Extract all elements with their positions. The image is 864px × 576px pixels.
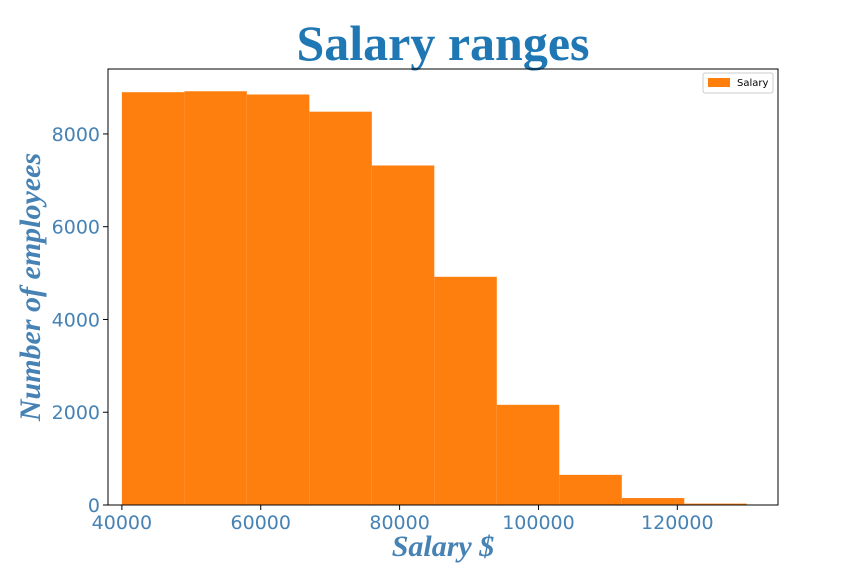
histogram-bar xyxy=(121,92,185,505)
x-tick-label: 80000 xyxy=(369,512,429,534)
histogram-bar xyxy=(371,165,435,505)
legend-swatch xyxy=(708,78,730,87)
y-axis-ticks: 0 2000 4000 6000 8000 xyxy=(52,124,108,517)
y-axis-label: Number of employees xyxy=(14,153,47,422)
x-tick-label: 120000 xyxy=(641,512,714,534)
bars-group xyxy=(121,91,747,506)
x-axis-label: Salary $ xyxy=(392,530,495,563)
y-tick-label: 8000 xyxy=(52,124,100,146)
legend: Salary xyxy=(702,72,774,94)
histogram-bar xyxy=(184,91,247,506)
histogram-bar xyxy=(434,276,497,505)
x-axis-ticks: 40000 60000 80000 100000 120000 xyxy=(92,505,714,534)
plot-frame xyxy=(107,68,779,506)
y-tick-label: 2000 xyxy=(52,402,100,424)
histogram-bar xyxy=(309,111,372,506)
histogram-bar xyxy=(559,474,622,505)
legend-label: Salary xyxy=(737,78,768,89)
y-tick-label: 0 xyxy=(88,495,100,517)
y-tick-label: 4000 xyxy=(52,309,100,331)
x-tick-label: 40000 xyxy=(92,512,152,534)
histogram-bar xyxy=(621,498,685,505)
x-tick-label: 100000 xyxy=(502,512,575,534)
histogram-bar xyxy=(496,404,560,505)
histogram-bar xyxy=(246,94,310,506)
x-tick-label: 60000 xyxy=(231,512,291,534)
histogram-bar xyxy=(684,503,747,505)
y-tick-label: 6000 xyxy=(52,217,100,239)
chart-title: Salary ranges xyxy=(296,15,589,71)
